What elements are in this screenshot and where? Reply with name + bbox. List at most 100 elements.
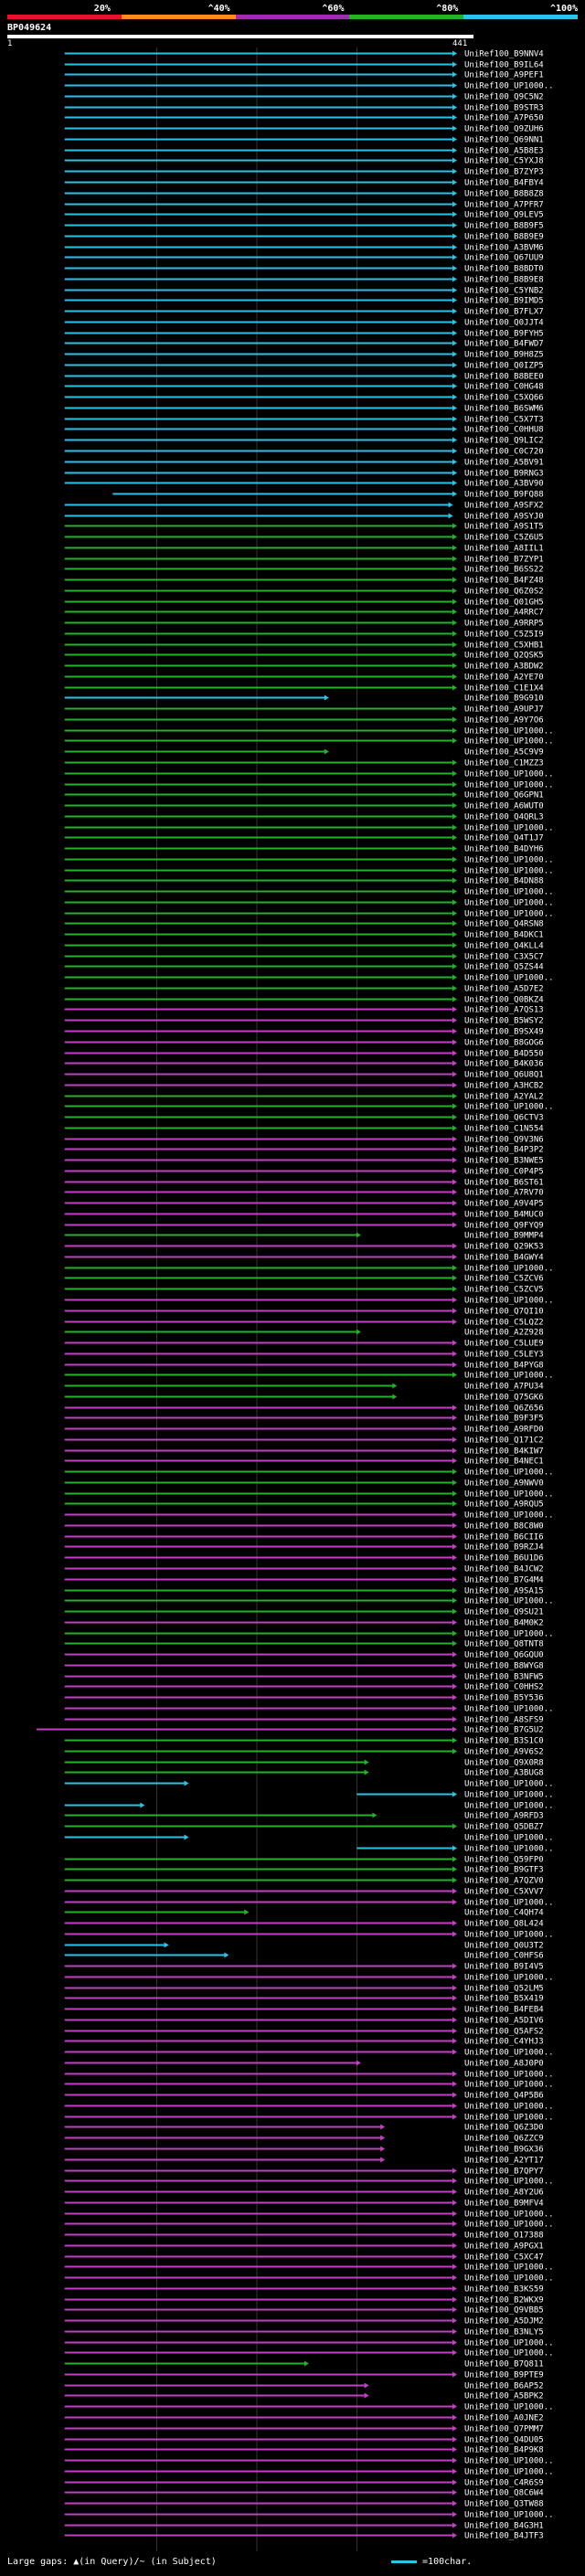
hit-label: UniRef100_UP1000.. (464, 974, 554, 983)
hit-label: UniRef100_A2Z928 (464, 1329, 544, 1338)
scale-label: ^40% (207, 4, 230, 14)
hit-label: UniRef100_B7ZYP1 (464, 556, 544, 565)
hit-label: UniRef100_UP1000.. (464, 888, 554, 897)
hit-label: UniRef100_UP1000.. (464, 1297, 554, 1306)
hit-label: UniRef100_C0HFS6 (464, 1952, 544, 1961)
hit-arrow (452, 899, 457, 906)
hit-arrow (452, 1490, 457, 1497)
hit-arrow (380, 2157, 386, 2163)
hit-arrow (452, 254, 457, 260)
hit-label: UniRef100_B4P9K8 (464, 2446, 544, 2455)
hit-arrow (452, 168, 457, 175)
hit-arrow (452, 2403, 457, 2410)
hit-label: UniRef100_C5LQZ2 (464, 1319, 544, 1328)
hit-arrow (452, 1726, 457, 1733)
hit-label: UniRef100_B4KIW7 (464, 1447, 544, 1457)
hit-arrow (452, 2221, 457, 2227)
hit-label: UniRef100_UP1000.. (464, 1899, 554, 1908)
hit-arrow (452, 2274, 457, 2281)
hit-label: UniRef100_B4DYH6 (464, 845, 544, 854)
hit-label: UniRef100_B9FYH5 (464, 330, 544, 339)
hit-label: UniRef100_Q29K53 (464, 1243, 544, 1252)
hit-label: UniRef100_UP1000.. (464, 2071, 554, 2080)
hit-label: UniRef100_B3NLY5 (464, 2328, 544, 2337)
hit-arrow (392, 1383, 398, 1389)
hit-arrow (452, 1823, 457, 1829)
hit-label: UniRef100_C5XVV7 (464, 1888, 544, 1897)
hit-arrow (452, 1866, 457, 1872)
hit-arrow (452, 1888, 457, 1894)
hit-arrow (452, 2253, 457, 2260)
hit-label: UniRef100_A5B8E3 (464, 147, 544, 156)
hit-label: UniRef100_B4FEB4 (464, 2006, 544, 2015)
hit-arrow (452, 426, 457, 432)
hit-arrow (452, 566, 457, 572)
hit-label: UniRef100_A5BV91 (464, 459, 544, 468)
hit-label: UniRef100_UP1000.. (464, 770, 554, 779)
hit-label: UniRef100_A9RFD0 (464, 1426, 544, 1435)
hit-label: UniRef100_B8BEE0 (464, 373, 544, 382)
hit-label: UniRef100_Q8L424 (464, 1920, 544, 1929)
hit-arrow (364, 2392, 369, 2399)
hit-label: UniRef100_UP1000.. (464, 2274, 554, 2284)
scale-label: ^100% (550, 4, 579, 14)
hit-arrow (452, 2457, 457, 2464)
hit-arrow (452, 1006, 457, 1012)
hit-label: UniRef100_C0HHU8 (464, 426, 544, 435)
hit-arrow (452, 856, 457, 863)
hit-label: UniRef100_A7P650 (464, 114, 544, 123)
hit-label: UniRef100_B4FZ48 (464, 577, 544, 586)
hit-label: UniRef100_A9SA15 (464, 1587, 544, 1596)
hit-arrow (452, 1114, 457, 1120)
hit-label: UniRef100_A9RRP5 (464, 620, 544, 629)
hit-arrow (452, 2210, 457, 2217)
hit-arrow (452, 1597, 457, 1604)
hit-label: UniRef100_Q9ZUH6 (464, 125, 544, 134)
hit-label: UniRef100_B3KS59 (464, 2285, 544, 2295)
hit-arrow (356, 1232, 361, 1238)
hit-arrow (452, 1297, 457, 1303)
hit-arrow (452, 1362, 457, 1368)
hit-arrow (184, 1780, 189, 1786)
hit-arrow (452, 2049, 457, 2055)
hit-arrow (452, 157, 457, 164)
hit-label: UniRef100_Q5AFS2 (464, 2028, 544, 2037)
hit-arrow (364, 1759, 369, 1765)
hit-arrow (452, 813, 457, 820)
hit-label: UniRef100_B7FLX7 (464, 308, 544, 317)
hit-arrow (452, 1662, 457, 1669)
hit-label: UniRef100_A9UPJ7 (464, 705, 544, 715)
hit-label: UniRef100_C5Z6U5 (464, 534, 544, 543)
hit-arrow (452, 1630, 457, 1637)
hit-label: UniRef100_UP1000.. (464, 1597, 554, 1606)
hit-arrow (452, 931, 457, 938)
hit-arrow (324, 748, 329, 755)
hit-label: UniRef100_C5ZCV6 (464, 1275, 544, 1284)
hit-arrow (452, 373, 457, 379)
hit-label: UniRef100_Q9X0R8 (464, 1759, 544, 1768)
hit-label: UniRef100_A8IIL1 (464, 545, 544, 554)
hit-arrow (452, 1211, 457, 1217)
hit-label: UniRef100_Q8TNT8 (464, 1640, 544, 1649)
hit-label: UniRef100_B9F3F5 (464, 1415, 544, 1424)
hit-arrow (452, 383, 457, 389)
scale-segment (349, 15, 464, 19)
hit-label: UniRef100_Q9C5N2 (464, 93, 544, 102)
hit-label: UniRef100_C5XHB1 (464, 641, 544, 651)
hit-arrow (452, 631, 457, 637)
scale-segment (463, 15, 578, 19)
hit-arrow (452, 1748, 457, 1754)
hit-label: UniRef100_B6SWM6 (464, 405, 544, 414)
hit-label: UniRef100_B5WSY2 (464, 1017, 544, 1026)
hit-label: UniRef100_B8B9E8 (464, 276, 544, 285)
hit-label: UniRef100_Q4QRL3 (464, 813, 544, 822)
hit-label: UniRef100_Q4KLL4 (464, 942, 544, 951)
hit-arrow (452, 759, 457, 766)
hit-label: UniRef100_B3NWE5 (464, 1157, 544, 1166)
hit-label: UniRef100_A5BPK2 (464, 2392, 544, 2401)
hit-arrow (452, 2349, 457, 2356)
hit-arrow (452, 2489, 457, 2496)
hit-arrow (452, 974, 457, 981)
hit-label: UniRef100_B4JTF3 (464, 2532, 544, 2541)
hit-label: UniRef100_A5D7E2 (464, 985, 544, 994)
